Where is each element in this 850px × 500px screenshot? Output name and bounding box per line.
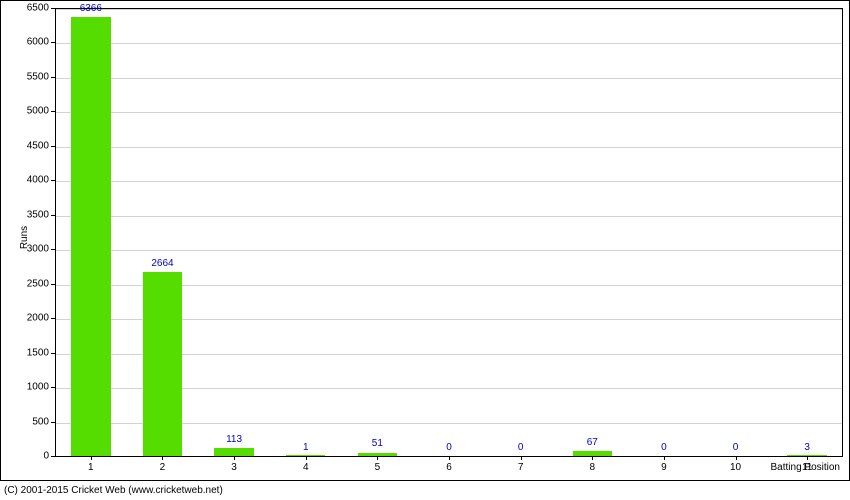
bar	[214, 448, 253, 456]
bar-value-label: 2664	[151, 258, 173, 269]
x-tick-label: 5	[375, 462, 381, 473]
y-tick-label: 2500	[27, 278, 49, 289]
grid-line	[55, 181, 842, 182]
x-tick-label: 10	[730, 462, 741, 473]
bar	[143, 272, 182, 456]
bar-value-label: 0	[446, 442, 452, 453]
y-tick-label: 6000	[27, 37, 49, 48]
chart-container: 0 500 1000 1500 2000 2500 3 0 0 0 3500 4000 4500 5000…	[0, 0, 850, 500]
x-tick-label: 1	[88, 462, 94, 473]
bar-value-label: 0	[661, 442, 667, 453]
bar-value-label: 67	[587, 437, 598, 448]
y-tick-label: 2000	[27, 313, 49, 324]
y-tick-label: 4500	[27, 140, 49, 151]
grid-line	[55, 112, 842, 113]
x-tick-label: 3	[231, 462, 237, 473]
x-tick-label: 4	[303, 462, 309, 473]
bar-value-label: 1	[303, 442, 309, 453]
grid-line	[55, 250, 842, 251]
grid-line	[55, 43, 842, 44]
grid-line	[55, 78, 842, 79]
y-tick-label: 4000	[27, 175, 49, 186]
y-tick-label: 0	[43, 451, 49, 462]
plot-area	[55, 8, 843, 456]
y-tick-label: 5500	[27, 71, 49, 82]
x-tick-label: 7	[518, 462, 524, 473]
grid-line	[55, 9, 842, 10]
y-tick-label: 5000	[27, 106, 49, 117]
y-tick-label: 1500	[27, 347, 49, 358]
y-tick-label: 3500	[27, 209, 49, 220]
grid-line	[55, 147, 842, 148]
x-tick-label: 6	[446, 462, 452, 473]
footer-copyright: (C) 2001-2015 Cricket Web (www.cricketwe…	[4, 485, 223, 496]
bar-value-label: 3	[804, 442, 810, 453]
bar-value-label: 0	[733, 442, 739, 453]
y-tick-label: 6500	[27, 3, 49, 14]
bar-value-label: 113	[226, 434, 242, 445]
x-tick-label: 2	[160, 462, 166, 473]
bar-value-label: 6366	[80, 3, 102, 14]
x-axis-label: Batting Position	[771, 462, 841, 473]
bar	[71, 17, 110, 456]
x-axis-line	[55, 456, 843, 457]
bar-value-label: 0	[518, 442, 524, 453]
y-tick-label: 1000	[27, 382, 49, 393]
bar-value-label: 51	[372, 438, 383, 449]
x-tick-label: 8	[589, 462, 595, 473]
x-tick-label: 9	[661, 462, 667, 473]
grid-line	[55, 216, 842, 217]
y-axis-label: Runs	[19, 226, 30, 249]
y-tick-label: 500	[32, 416, 49, 427]
y-axis-line	[55, 8, 56, 456]
